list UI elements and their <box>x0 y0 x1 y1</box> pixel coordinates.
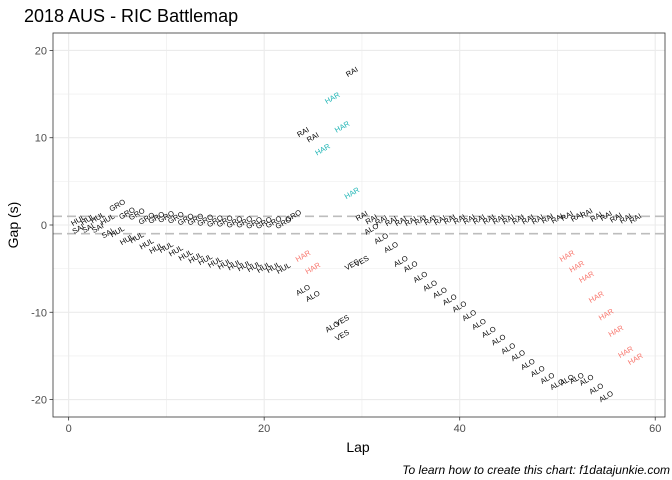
y-tick-label: 10 <box>35 133 47 145</box>
x-tick-label: 40 <box>454 423 466 435</box>
x-tick-label: 0 <box>66 423 72 435</box>
plot-panel: HULSAIHULSAIHULSAIHULSAIGROHULGROHULGROH… <box>52 32 666 418</box>
x-tick-label: 20 <box>258 423 270 435</box>
x-axis-title: Lap <box>346 439 370 455</box>
chart-caption: To learn how to create this chart: f1dat… <box>402 463 670 477</box>
major-gridlines <box>53 33 665 417</box>
reference-lines <box>53 215 665 235</box>
y-tick-label: -10 <box>31 307 47 319</box>
y-axis-title: Gap (s) <box>5 202 21 249</box>
y-axis: -20 -10 0 10 20 <box>31 45 53 407</box>
y-tick-label: -20 <box>31 395 47 407</box>
y-tick-label: 0 <box>41 220 47 232</box>
x-tick-label: 60 <box>649 423 661 435</box>
chart-title: 2018 AUS - RIC Battlemap <box>24 6 238 26</box>
x-axis: 0 20 40 60 <box>66 417 661 435</box>
y-tick-label: 20 <box>35 45 47 57</box>
